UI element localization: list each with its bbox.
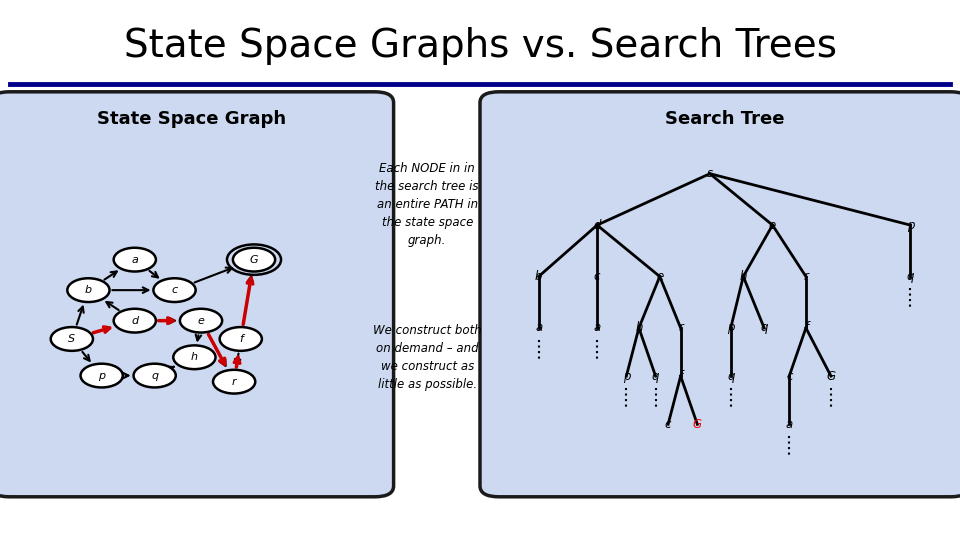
Text: c: c (594, 270, 600, 283)
Text: Search Tree: Search Tree (665, 110, 784, 128)
Text: q: q (652, 369, 660, 383)
Text: f: f (804, 321, 808, 334)
Text: Each NODE in in
the search tree is
an entire PATH in
the state space
graph.: Each NODE in in the search tree is an en… (375, 162, 479, 247)
Text: q: q (727, 369, 734, 383)
Text: State Space Graph: State Space Graph (97, 110, 287, 128)
Circle shape (133, 364, 176, 388)
Text: p: p (906, 219, 914, 232)
Text: b: b (84, 285, 92, 295)
Circle shape (67, 278, 109, 302)
Text: a: a (593, 321, 601, 334)
Text: h: h (636, 321, 642, 334)
Text: r: r (804, 270, 808, 283)
Text: a: a (785, 418, 793, 431)
Circle shape (220, 327, 262, 351)
Text: e: e (769, 219, 776, 232)
Text: h: h (739, 270, 747, 283)
Text: State Space Graphs vs. Search Trees: State Space Graphs vs. Search Trees (124, 27, 836, 65)
Text: c: c (665, 418, 671, 431)
Circle shape (213, 370, 255, 394)
Text: q: q (760, 321, 768, 334)
Text: p: p (727, 321, 734, 334)
Circle shape (233, 248, 276, 272)
Text: a: a (132, 255, 138, 265)
Text: S: S (68, 334, 76, 344)
Text: q: q (906, 270, 914, 283)
Text: d: d (132, 316, 138, 326)
Circle shape (154, 278, 196, 302)
Text: s: s (707, 167, 713, 180)
Circle shape (173, 346, 215, 369)
Text: e: e (198, 316, 204, 326)
Text: q: q (151, 370, 158, 381)
Circle shape (180, 309, 222, 333)
Text: a: a (535, 321, 542, 334)
Circle shape (113, 248, 156, 272)
Text: r: r (231, 377, 236, 387)
Text: b: b (535, 270, 542, 283)
Text: r: r (678, 321, 684, 334)
Text: f: f (239, 334, 243, 344)
Text: We construct both
on demand – and
we construct as
little as possible.: We construct both on demand – and we con… (372, 324, 482, 391)
Text: p: p (98, 370, 106, 381)
Text: G: G (827, 369, 835, 383)
Circle shape (51, 327, 93, 351)
Text: G: G (693, 418, 702, 431)
Text: c: c (786, 369, 792, 383)
Text: p: p (623, 369, 630, 383)
Text: f: f (679, 369, 683, 383)
Text: G: G (250, 255, 258, 265)
Circle shape (81, 364, 123, 388)
Text: e: e (656, 270, 663, 283)
Circle shape (113, 309, 156, 333)
Text: h: h (191, 352, 198, 362)
Text: c: c (172, 285, 178, 295)
FancyBboxPatch shape (0, 92, 394, 497)
FancyBboxPatch shape (480, 92, 960, 497)
Text: d: d (593, 219, 601, 232)
